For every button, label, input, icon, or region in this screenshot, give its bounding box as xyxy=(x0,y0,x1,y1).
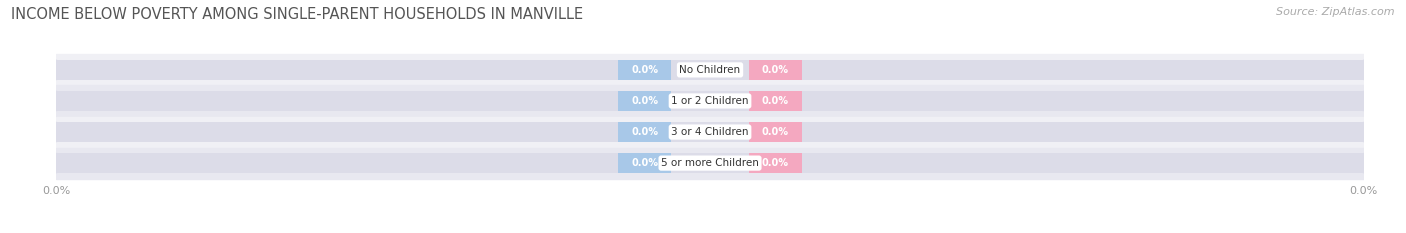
Bar xyxy=(619,91,671,111)
Bar xyxy=(749,154,801,173)
Text: INCOME BELOW POVERTY AMONG SINGLE-PARENT HOUSEHOLDS IN MANVILLE: INCOME BELOW POVERTY AMONG SINGLE-PARENT… xyxy=(11,7,583,22)
Circle shape xyxy=(1362,154,1365,173)
Circle shape xyxy=(1362,122,1365,142)
Bar xyxy=(749,122,801,142)
Bar xyxy=(56,116,1364,147)
Text: Source: ZipAtlas.com: Source: ZipAtlas.com xyxy=(1277,7,1395,17)
Bar xyxy=(56,122,1364,142)
Text: 1 or 2 Children: 1 or 2 Children xyxy=(671,96,749,106)
Bar xyxy=(749,91,801,111)
Text: 0.0%: 0.0% xyxy=(631,96,658,106)
Bar xyxy=(56,91,1364,111)
Bar xyxy=(619,60,671,79)
Bar xyxy=(56,147,1364,179)
Bar xyxy=(619,122,671,142)
Text: 0.0%: 0.0% xyxy=(631,65,658,75)
Circle shape xyxy=(55,154,58,173)
Bar xyxy=(619,154,671,173)
Text: 0.0%: 0.0% xyxy=(762,127,789,137)
Bar xyxy=(56,60,1364,79)
Text: 5 or more Children: 5 or more Children xyxy=(661,158,759,168)
Text: 0.0%: 0.0% xyxy=(762,158,789,168)
Circle shape xyxy=(55,91,58,111)
Bar xyxy=(56,54,1364,86)
Text: 0.0%: 0.0% xyxy=(631,158,658,168)
Circle shape xyxy=(1362,60,1365,79)
Bar xyxy=(749,60,801,79)
Bar xyxy=(56,86,1364,116)
Circle shape xyxy=(55,60,58,79)
Bar xyxy=(56,154,1364,173)
Text: 0.0%: 0.0% xyxy=(762,65,789,75)
Circle shape xyxy=(1362,91,1365,111)
Text: No Children: No Children xyxy=(679,65,741,75)
Text: 3 or 4 Children: 3 or 4 Children xyxy=(671,127,749,137)
Circle shape xyxy=(55,122,58,142)
Text: 0.0%: 0.0% xyxy=(631,127,658,137)
Text: 0.0%: 0.0% xyxy=(762,96,789,106)
